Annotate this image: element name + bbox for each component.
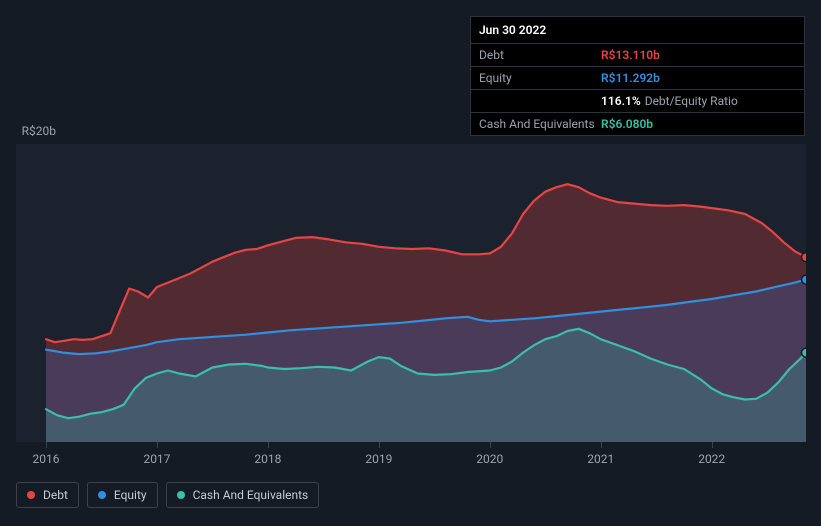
legend-item-equity[interactable]: Equity [87,482,158,508]
tooltip-label: Debt [479,48,601,62]
tooltip-row-debt: Debt R$13.110b [471,44,804,67]
x-tick-label: 2016 [33,452,60,466]
legend-label: Equity [114,488,147,502]
x-tick-label: 2021 [587,452,614,466]
chart-svg [16,144,806,442]
chart-legend: Debt Equity Cash And Equivalents [16,482,319,508]
legend-label: Debt [43,488,68,502]
tooltip-date: Jun 30 2022 [471,17,804,44]
legend-dot-icon [177,491,185,499]
x-tick-mark [157,442,158,448]
legend-label: Cash And Equivalents [193,488,309,502]
x-tick-label: 2022 [698,452,725,466]
y-axis-label-top: R$20b [16,124,56,138]
x-tick-label: 2020 [476,452,503,466]
tooltip-label [479,94,601,108]
legend-item-cash[interactable]: Cash And Equivalents [166,482,320,508]
x-tick-label: 2019 [365,452,392,466]
tooltip-ratio-pct: 116.1% [601,94,641,108]
debt-equity-chart[interactable]: R$20b R$0 2016201720182019202020212022 [16,120,806,455]
legend-dot-icon [98,491,106,499]
tooltip-row-equity: Equity R$11.292b [471,67,804,90]
x-tick-mark [46,442,47,448]
chart-plot-area[interactable] [16,144,806,442]
tooltip-label: Equity [479,71,601,85]
x-tick-label: 2018 [254,452,281,466]
x-tick-mark [601,442,602,448]
legend-dot-icon [27,491,35,499]
x-tick-mark [379,442,380,448]
tooltip-row-ratio: 116.1% Debt/Equity Ratio [471,90,804,113]
x-tick-mark [712,442,713,448]
legend-item-debt[interactable]: Debt [16,482,79,508]
tooltip-value-debt: R$13.110b [601,48,660,62]
x-axis: 2016 2017 2018 2019 2020 2021 2022 [16,450,806,470]
x-tick-mark [490,442,491,448]
x-tick-label: 2017 [143,452,170,466]
tooltip-ratio-label: Debt/Equity Ratio [645,94,738,108]
tooltip-value-equity: R$11.292b [601,71,660,85]
x-tick-mark [268,442,269,448]
chart-tooltip: Jun 30 2022 Debt R$13.110b Equity R$11.2… [470,16,805,136]
